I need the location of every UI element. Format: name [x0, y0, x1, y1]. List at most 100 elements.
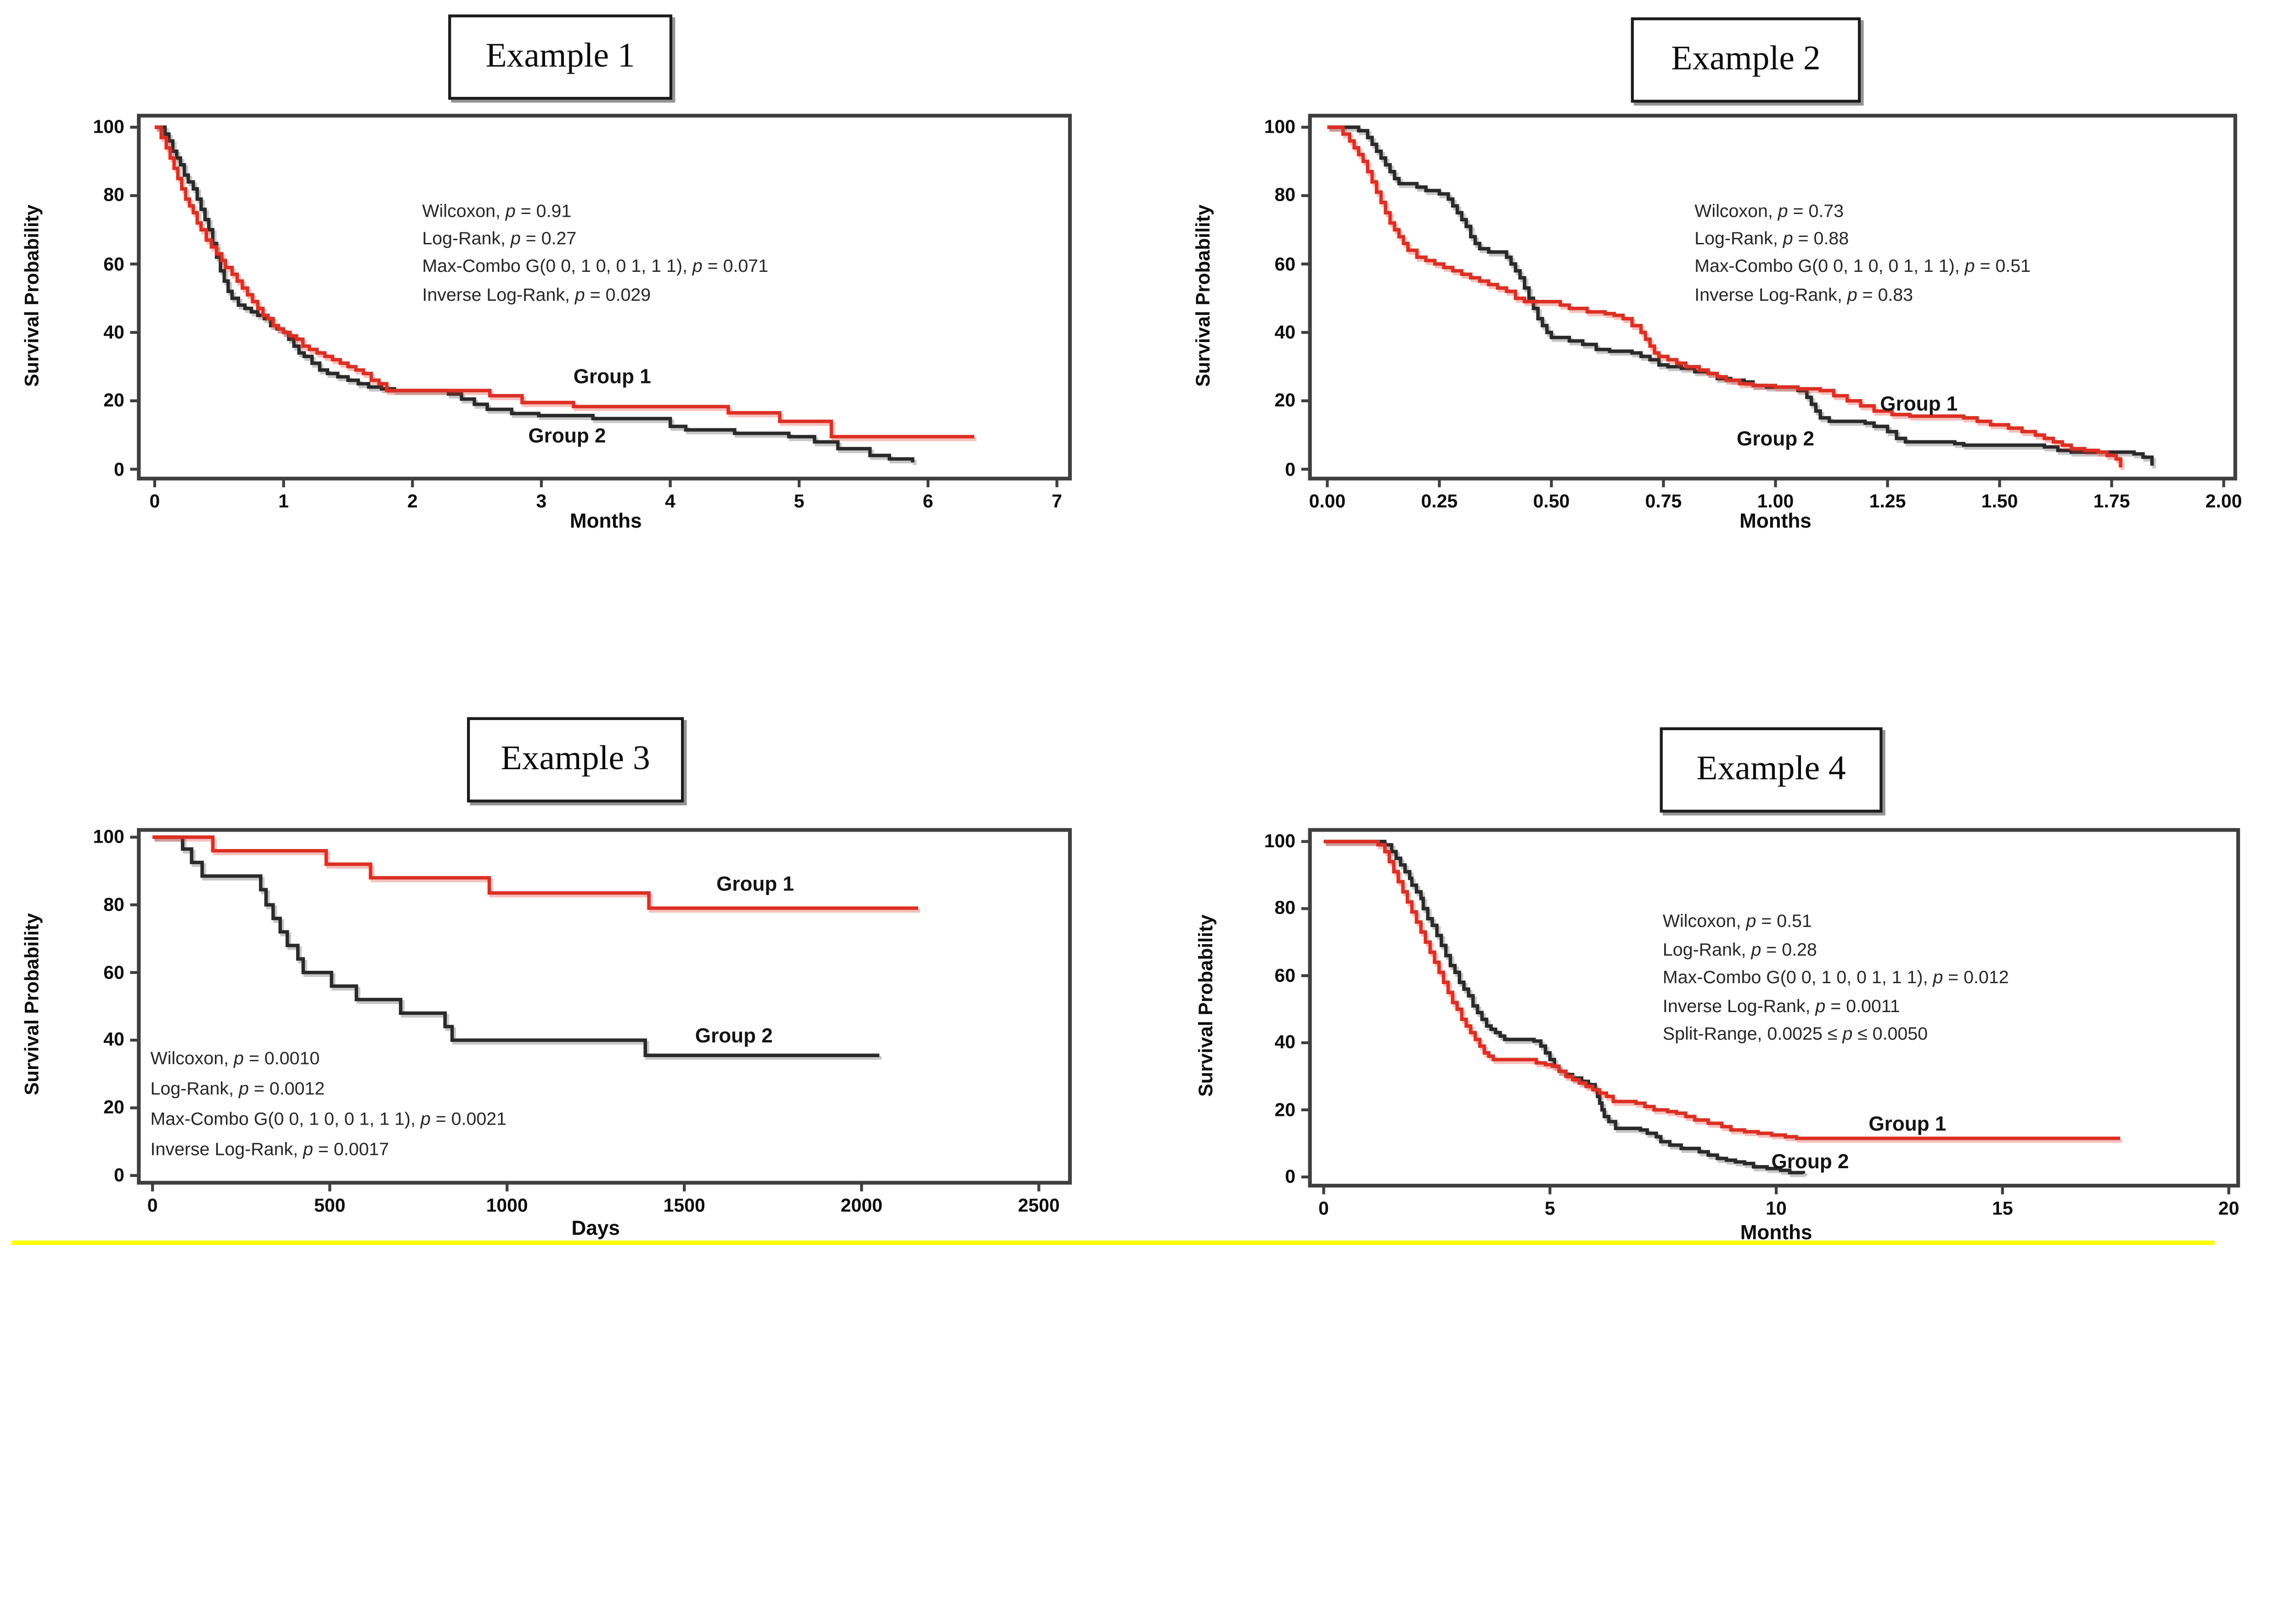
x-axis-title: Months: [1740, 1220, 1812, 1244]
y-axis-label: Survival Probability: [1195, 914, 1217, 1097]
panel-1-title-box: Example 1: [448, 14, 673, 100]
curve-label-group-2: Group 2: [1736, 427, 1814, 450]
curve-label-group-2: Group 2: [528, 423, 606, 447]
y-tick-label: 60: [1274, 964, 1296, 986]
panel-4-chart: [1301, 828, 2240, 1194]
x-tick-label: 0: [1318, 1197, 1329, 1219]
survival-curve-group-2: [1327, 125, 2154, 466]
survival-curve-group-2: [154, 125, 915, 462]
stats-annotation-block: Wilcoxon, p = 0.51 Log-Rank, p = 0.28 Max-…: [1663, 908, 2009, 1049]
x-tick-label: 0.75: [1645, 490, 1682, 512]
y-tick-label: 0: [114, 457, 124, 479]
survival-curve-group-1: [154, 125, 974, 439]
curve-label-group-2: Group 2: [1771, 1148, 1849, 1172]
x-tick-label: 2500: [1018, 1194, 1060, 1216]
panel-2-title-box: Example 2: [1631, 17, 1861, 103]
y-axis-label: Survival Probability: [1192, 203, 1214, 386]
stats-annotation-line: Wilcoxon, p = 0.73: [1694, 201, 1844, 221]
stats-annotation-line: Max-Combo G(0 0, 1 0, 0 1, 1 1), p = 0.0…: [150, 1109, 507, 1130]
x-axis-title: Months: [569, 509, 642, 532]
stats-annotation-line: Inverse Log-Rank, p = 0.0017: [150, 1139, 389, 1160]
x-tick-label: 10: [1766, 1197, 1787, 1219]
y-tick-label: 60: [103, 961, 124, 983]
x-tick-label: 5: [793, 490, 805, 512]
stats-annotation-block: Wilcoxon, p = 0.73 Log-Rank, p = 0.88 Max-…: [1694, 198, 2031, 309]
stats-annotation-line: Log-Rank, p = 0.27: [422, 229, 577, 249]
survival-curve-group-2: [1323, 839, 1806, 1175]
x-tick-label: 0.25: [1421, 490, 1458, 512]
x-tick-label: 3: [536, 490, 547, 512]
curve-label-group-1: Group 1: [573, 364, 651, 387]
y-tick-label: 80: [1274, 897, 1296, 919]
x-tick-label: 1.00: [1757, 490, 1794, 512]
figure-canvas: Example 1 Survival Probability 0 20 40 60 80 10…: [11, 14, 2242, 1245]
plot-frame: [1308, 828, 2240, 1188]
yellow-highlight-underline: [11, 1240, 2215, 1245]
y-axis-label: Survival Probability: [21, 203, 43, 386]
x-tick-label: 1000: [486, 1194, 528, 1216]
survival-curve-group-1: [152, 835, 918, 910]
y-tick-label: 80: [103, 893, 124, 915]
y-tick-label: 40: [1274, 1031, 1296, 1053]
y-tick-label: 0: [1285, 457, 1296, 479]
x-tick-label: 0.00: [1309, 490, 1346, 512]
curve-label-group-2: Group 2: [695, 1024, 773, 1047]
y-tick-label: 20: [1274, 1098, 1296, 1120]
y-axis-label: Survival Probability: [21, 913, 43, 1096]
x-tick-label: 20: [2218, 1197, 2240, 1219]
y-tick-label: 100: [1264, 115, 1296, 138]
plot-frame: [1308, 113, 2237, 481]
stats-annotation-line: Max-Combo G(0 0, 1 0, 0 1, 1 1), p = 0.0…: [1662, 967, 2009, 988]
panel-3-title-box: Example 3: [467, 717, 684, 803]
stats-annotation-line: Log-Rank, p = 0.28: [1662, 939, 1817, 960]
x-tick-label: 1500: [663, 1194, 705, 1216]
x-axis-title: Months: [1739, 509, 1812, 532]
y-tick-label: 80: [1274, 184, 1296, 206]
x-tick-label: 500: [314, 1194, 346, 1216]
stats-annotation-line: Log-Rank, p = 0.88: [1694, 229, 1849, 249]
stats-annotation-block: Wilcoxon, p = 0.0010 Log-Rank, p = 0.0012…: [150, 1044, 506, 1165]
stats-annotation-line: Max-Combo G(0 0, 1 0, 0 1, 1 1), p = 0.0…: [422, 256, 769, 277]
panel-1-chart: [130, 113, 1072, 488]
survival-curve-group-1: [1323, 839, 2121, 1140]
y-tick-label: 40: [103, 1028, 124, 1051]
panel-4-title-box: Example 4: [1660, 727, 1883, 813]
y-tick-label: 60: [1274, 252, 1296, 274]
stats-annotation-line: Max-Combo G(0 0, 1 0, 0 1, 1 1), p = 0.5…: [1694, 256, 2031, 277]
x-axis-title: Days: [571, 1216, 620, 1239]
y-tick-label: 40: [103, 321, 124, 343]
x-tick-label: 5: [1544, 1197, 1555, 1219]
plot-frame: [137, 113, 1072, 481]
y-tick-label: 0: [1285, 1165, 1296, 1188]
curve-label-group-1: Group 1: [1880, 391, 1958, 415]
y-tick-label: 20: [1274, 389, 1296, 411]
stats-annotation-line: Inverse Log-Rank, p = 0.029: [422, 284, 651, 305]
x-tick-label: 2000: [840, 1194, 883, 1216]
x-tick-label: 1.25: [1869, 490, 1906, 512]
y-tick-label: 60: [103, 252, 124, 274]
stats-annotation-block: Wilcoxon, p = 0.91 Log-Rank, p = 0.27 Max-…: [422, 198, 768, 309]
stats-annotation-line: Inverse Log-Rank, p = 0.0011: [1662, 995, 1900, 1016]
x-tick-label: 7: [1052, 490, 1063, 512]
panel-3-chart: [130, 828, 1072, 1192]
y-tick-label: 100: [93, 115, 124, 138]
y-tick-label: 100: [1264, 830, 1296, 852]
survival-curve-group-1: [1327, 125, 2122, 467]
plot-frame: [137, 828, 1072, 1185]
x-tick-label: 0.50: [1533, 490, 1570, 512]
x-tick-label: 4: [665, 490, 675, 512]
curve-label-group-1: Group 1: [1868, 1112, 1947, 1135]
x-tick-label: 6: [923, 490, 934, 512]
stats-annotation-line: Wilcoxon, p = 0.51: [1662, 911, 1812, 931]
curve-shadow-group-2: [154, 838, 882, 1060]
x-tick-label: 0: [149, 490, 160, 512]
x-tick-label: 1: [278, 490, 289, 512]
x-tick-label: 2.00: [2205, 490, 2242, 512]
y-tick-label: 20: [103, 1096, 124, 1118]
survival-curve-group-2: [152, 835, 879, 1057]
survival-curves-svg: [130, 113, 2240, 1194]
stats-annotation-line: Log-Rank, p = 0.0012: [150, 1078, 325, 1099]
x-tick-label: 1.75: [2093, 490, 2130, 512]
x-tick-label: 0: [147, 1194, 158, 1216]
stats-annotation-line: Split-Range, 0.0025 ≤ p ≤ 0.0050: [1662, 1024, 1928, 1044]
